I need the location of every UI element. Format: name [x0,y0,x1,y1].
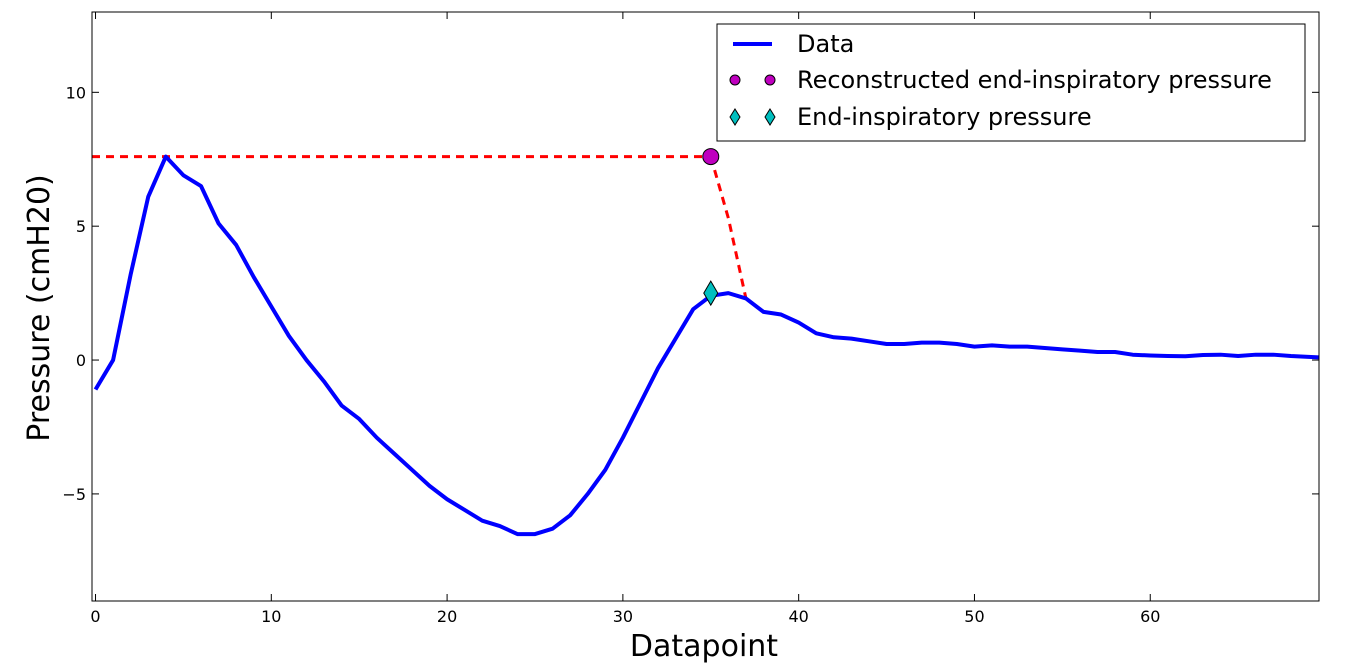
y-axis-title: Pressure (cmH20) [22,174,57,442]
legend-box [716,23,1306,142]
legend-label: Data [797,30,854,58]
x-axis-title: Datapoint [630,629,778,664]
y-tick-label: 10 [66,83,86,102]
x-tick-label: 20 [437,607,457,626]
y-tick-label: −5 [62,485,86,504]
plot-area [92,154,1319,537]
x-tick-label: 10 [261,607,281,626]
x-tick-label: 0 [90,607,100,626]
marker-reconstructed-end-inspiratory-pressure [702,148,720,166]
legend-label: End-inspiratory pressure [797,103,1092,131]
annotation-dashed-line-1 [709,156,748,299]
y-tick-label: 0 [76,351,86,370]
legend: Data Reconstructed end-inspiratory pressu… [716,23,1306,142]
legend-swatch-reconstructed-end-inspiratory-pressure [764,74,776,86]
series-line-data [93,154,1319,537]
legend-swatch-end-inspiratory-pressure [764,108,776,126]
x-tick-label: 60 [1140,607,1160,626]
plot-frame [91,11,1320,602]
marker-end-inspiratory-pressure [703,280,719,307]
legend-swatch-end-inspiratory-pressure [729,108,741,126]
y-tick-label: 5 [76,217,86,236]
x-tick-label: 30 [613,607,633,626]
plot-marks [92,148,1319,537]
x-tick-label: 50 [964,607,984,626]
legend-swatch-reconstructed-end-inspiratory-pressure [729,74,741,86]
x-tick-label: 40 [788,607,808,626]
legend-label: Reconstructed end-inspiratory pressure [797,66,1272,94]
axes: 0 10 20 30 40 50 60 −5 0 5 10 [62,11,1320,626]
